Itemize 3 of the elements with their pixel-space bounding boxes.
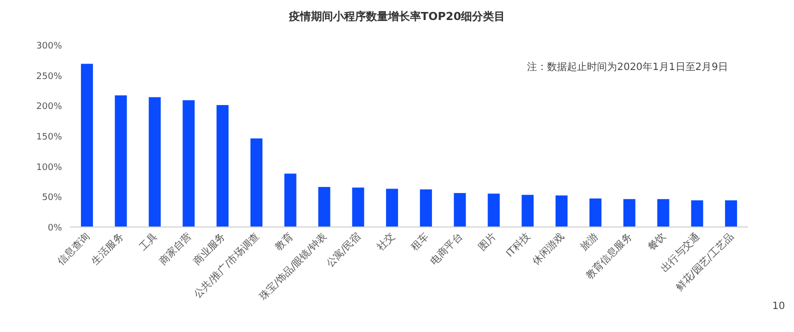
title: 疫情期间小程序数量增长率TOP20细分类目 [288,10,506,23]
annotation: 10 [772,301,785,312]
annotation: 注：数据起止时间为2020年1月1日至2月9日 [527,62,728,73]
